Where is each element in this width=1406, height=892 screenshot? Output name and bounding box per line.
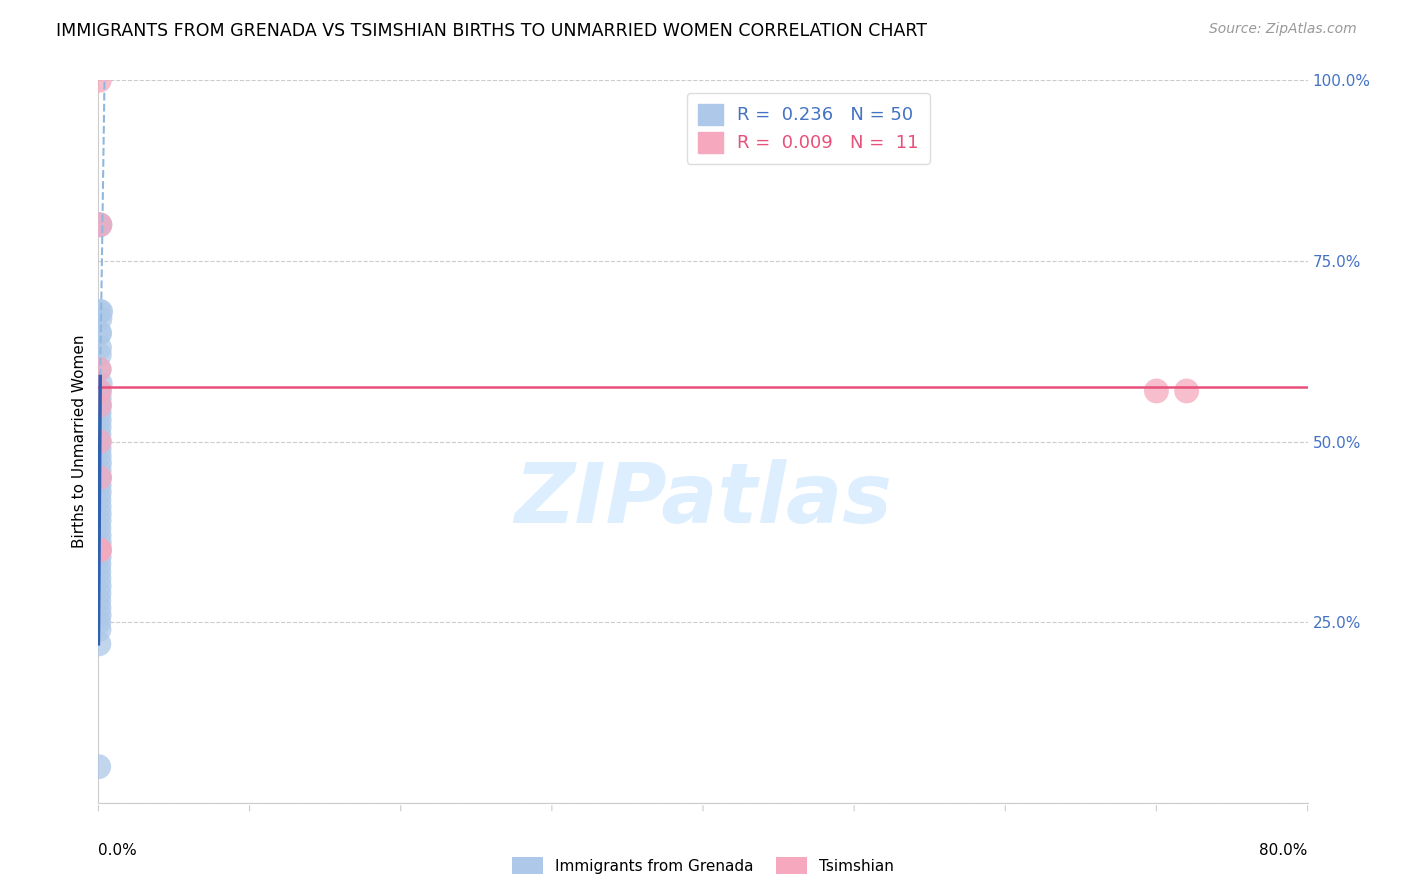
Point (89, 463, 111, 477)
Point (87, 623, 110, 637)
Point (89, 514, 111, 528)
Point (89, 471, 111, 485)
Point (89, 579, 111, 593)
Text: Source: ZipAtlas.com: Source: ZipAtlas.com (1209, 22, 1357, 37)
Point (89, 500, 111, 514)
Point (89, 73, 111, 87)
Point (87, 558, 110, 572)
Point (89, 341, 111, 355)
Point (89, 326, 111, 341)
Point (87, 565, 110, 579)
Legend: R =  0.236   N = 50, R =  0.009   N =  11: R = 0.236 N = 50, R = 0.009 N = 11 (688, 93, 929, 163)
Point (87, 492, 110, 507)
Point (89, 376, 111, 391)
Point (89, 478, 111, 492)
Point (89, 420, 111, 434)
Point (87, 542, 110, 557)
Point (87, 427, 110, 442)
Point (87, 586, 110, 600)
Text: 0.0%: 0.0% (98, 843, 138, 857)
Point (87, 471, 110, 485)
Point (89, 542, 111, 557)
Point (87, 760, 110, 774)
Point (89, 535, 111, 549)
Point (87, 593, 110, 607)
Point (89, 442, 111, 456)
Point (89, 406, 111, 420)
Point (87, 637, 110, 651)
Y-axis label: Births to Unmarried Women: Births to Unmarried Women (72, 334, 87, 549)
Point (89, 528, 111, 542)
Point (89, 507, 111, 521)
Point (89, 218, 111, 232)
Point (89, 607, 111, 622)
Point (1146, 384, 1168, 398)
Text: ZIPatlas: ZIPatlas (515, 458, 891, 540)
Point (89, 456, 111, 470)
Point (87, 600, 110, 615)
Point (89, 218, 111, 232)
Point (87, 572, 110, 586)
Text: 80.0%: 80.0% (1260, 843, 1308, 857)
Legend: Immigrants from Grenada, Tsimshian: Immigrants from Grenada, Tsimshian (506, 851, 900, 880)
Point (90, 304, 112, 318)
Point (89, 362, 111, 376)
Point (89, 398, 111, 412)
Point (89, 434, 111, 449)
Point (89, 449, 111, 463)
Point (1175, 384, 1198, 398)
Point (89, 391, 111, 405)
Text: IMMIGRANTS FROM GRENADA VS TSIMSHIAN BIRTHS TO UNMARRIED WOMEN CORRELATION CHART: IMMIGRANTS FROM GRENADA VS TSIMSHIAN BIR… (56, 22, 927, 40)
Point (89, 434, 111, 449)
Point (89, 550, 111, 565)
Point (89, 311, 111, 326)
Point (89, 348, 111, 362)
Point (87, 615, 110, 630)
Point (89, 413, 111, 427)
Point (89, 384, 111, 398)
Point (89, 485, 111, 500)
Point (87, 384, 110, 398)
Point (87, 471, 110, 485)
Point (89, 218, 111, 232)
Point (89, 304, 111, 318)
Point (89, 362, 111, 376)
Point (87, 521, 110, 535)
Point (89, 326, 111, 341)
Point (89, 542, 111, 557)
Point (89, 398, 111, 412)
Point (89, 398, 111, 412)
Point (89, 471, 111, 485)
